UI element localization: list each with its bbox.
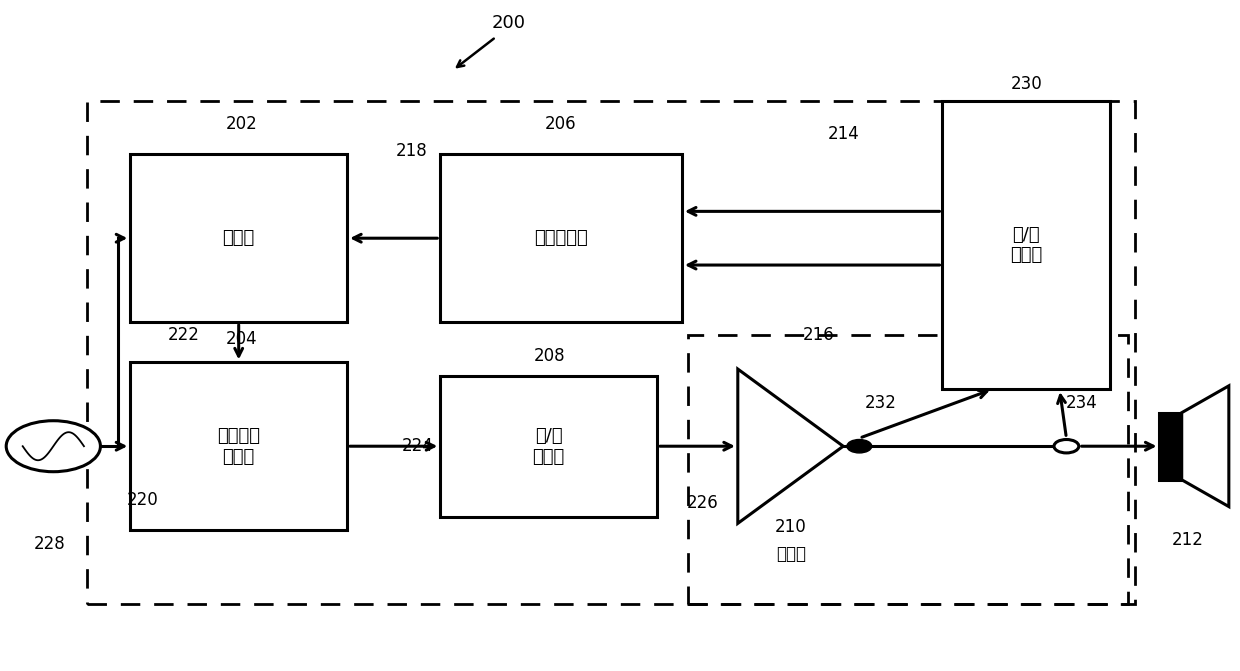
Text: 230: 230 [1011,75,1043,93]
Circle shape [6,421,100,472]
Text: 224: 224 [402,437,434,455]
Bar [130,362,347,530]
Text: 210: 210 [775,518,807,535]
Text: 226: 226 [687,495,719,512]
Circle shape [847,440,872,453]
Circle shape [1054,440,1079,453]
Text: 200: 200 [491,15,526,32]
Text: 234: 234 [1065,394,1097,411]
Text: 228: 228 [33,535,66,552]
Text: 206: 206 [544,115,577,133]
Text: 放大器: 放大器 [776,545,806,562]
Bar [440,154,682,322]
Bar [942,101,1110,389]
Text: 202: 202 [226,115,258,133]
Text: 218: 218 [396,142,428,160]
Bar [688,336,1128,604]
Text: 212: 212 [1172,531,1204,549]
Polygon shape [738,369,843,523]
Text: 动态功率
限制器: 动态功率 限制器 [217,427,260,466]
Bar [440,376,657,517]
Bar [87,101,1135,604]
Text: 控制器: 控制器 [222,229,255,247]
Bar [130,154,347,322]
Polygon shape [1182,386,1229,507]
Text: 208: 208 [533,347,565,364]
Text: 216: 216 [802,327,835,344]
Text: 温度估计器: 温度估计器 [534,229,588,247]
Text: 214: 214 [827,125,859,143]
Text: 204: 204 [226,330,258,348]
Bar [1159,413,1182,480]
Text: 模/数
转换器: 模/数 转换器 [1009,225,1043,264]
Text: 222: 222 [167,327,200,344]
Text: 232: 232 [864,394,897,411]
Text: 220: 220 [126,491,159,509]
Text: 数/模
转换器: 数/模 转换器 [532,427,565,466]
